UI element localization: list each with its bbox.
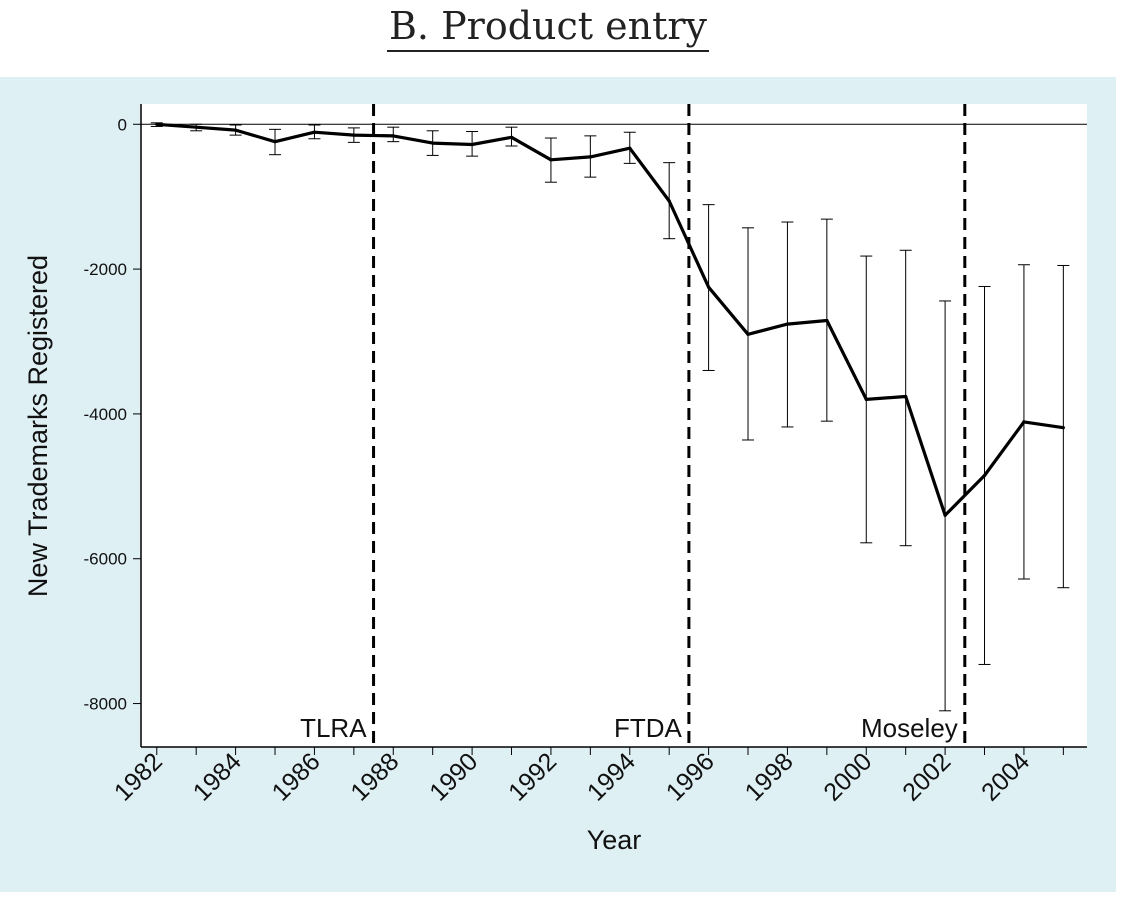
data-point — [746, 332, 750, 336]
data-point — [155, 122, 159, 126]
y-axis-ticks: 0 -2000 -4000 -6000 -8000 — [84, 115, 141, 714]
x-tick-label: 1990 — [424, 747, 483, 806]
data-point — [1022, 420, 1026, 424]
x-tick-label: 1998 — [740, 747, 799, 806]
x-tick-label: 1986 — [267, 747, 326, 806]
x-tick-label: 2000 — [818, 747, 877, 806]
data-point — [234, 128, 238, 132]
event-lines: TLRA FTDA Moseley — [300, 104, 967, 747]
data-point — [825, 318, 829, 323]
data-point — [707, 285, 711, 289]
x-tick-label: 2002 — [897, 747, 956, 806]
data-point — [628, 146, 632, 150]
y-tick-label: 0 — [118, 115, 127, 134]
x-tick-label: 1992 — [503, 747, 562, 806]
y-tick-label: -8000 — [84, 695, 127, 714]
event-label: FTDA — [614, 713, 683, 743]
x-tick-label: 2004 — [976, 747, 1035, 806]
y-tick-label: -6000 — [84, 550, 127, 569]
data-point — [509, 135, 514, 139]
data-point — [982, 473, 987, 478]
x-axis-label: Year — [587, 825, 642, 855]
data-point — [470, 142, 474, 147]
data-point — [273, 140, 277, 144]
data-point — [352, 133, 356, 137]
data-point — [391, 134, 395, 138]
data-point — [431, 141, 435, 145]
x-axis-ticks: 1982 1984 1986 1988 1990 1992 1994 1996 1998 2000… — [109, 747, 1064, 807]
data-point — [312, 130, 317, 134]
x-tick-label: 1994 — [582, 747, 641, 806]
plot-area — [141, 104, 1087, 747]
x-tick-label: 1982 — [109, 747, 168, 806]
series-line — [156, 122, 1064, 517]
data-point — [943, 513, 947, 517]
data-point — [1061, 426, 1065, 430]
event-label: TLRA — [300, 713, 367, 743]
data-point — [588, 155, 592, 159]
data-point — [785, 322, 790, 326]
chart-title-text: B. Product entry — [387, 4, 709, 52]
x-tick-label: 1984 — [188, 747, 247, 806]
data-point — [864, 397, 868, 402]
error-bar — [939, 300, 952, 712]
data-point — [549, 158, 553, 162]
x-tick-label: 1996 — [661, 747, 720, 806]
data-point — [194, 125, 198, 129]
series-line-group — [155, 122, 1065, 517]
y-tick-label: -4000 — [84, 405, 127, 424]
y-axis-label: New Trademarks Registered — [23, 255, 53, 597]
chart-title: B. Product entry — [0, 4, 1096, 52]
x-tick-label: 1988 — [345, 747, 404, 806]
event-label: Moseley — [861, 713, 958, 743]
axes — [140, 104, 1087, 748]
data-point — [904, 394, 908, 399]
y-tick-label: -2000 — [84, 260, 127, 279]
data-point — [667, 199, 671, 203]
